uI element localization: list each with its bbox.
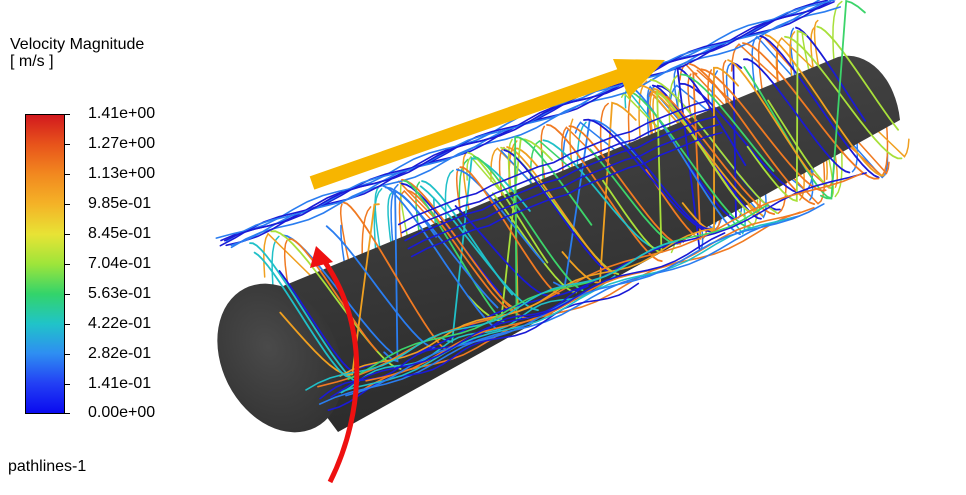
pathline — [629, 146, 712, 230]
object-label: pathlines-1 — [8, 458, 87, 475]
pathline — [561, 101, 637, 284]
pathline — [347, 203, 769, 380]
colorbar-label-2: 1.13e+00 — [88, 165, 156, 182]
pathline — [327, 282, 640, 411]
colorbar-tick — [65, 324, 70, 325]
colorbar-label-3: 9.85e-01 — [88, 195, 152, 212]
pathline — [365, 206, 815, 382]
pathline — [506, 146, 616, 275]
rotation-direction-arrow — [310, 246, 360, 484]
pathline — [406, 189, 514, 312]
colorbar-label-10: 0.00e+00 — [88, 404, 156, 421]
pathline — [730, 43, 889, 178]
pathline — [473, 155, 584, 292]
pathline — [253, 251, 350, 378]
pathline — [305, 240, 679, 391]
pathline — [403, 179, 506, 324]
colorbar-tick — [65, 294, 70, 295]
colorbar-tick — [65, 174, 70, 175]
colorbar-tick — [65, 413, 70, 414]
legend-title: Velocity Magnitude — [10, 36, 145, 53]
colorbar-tick — [65, 264, 70, 265]
pathline — [454, 205, 550, 297]
pathline — [279, 203, 380, 376]
pathline — [384, 186, 499, 309]
pathline — [503, 149, 612, 274]
colorbar-label-9: 1.41e-01 — [88, 375, 152, 392]
pathline — [337, 217, 794, 394]
pathline — [700, 68, 827, 192]
pathline — [649, 79, 779, 215]
pathline — [343, 201, 449, 351]
flow-direction-arrow — [309, 59, 665, 190]
colorbar-label-6: 5.63e-01 — [88, 285, 152, 302]
colorbar-tick — [65, 204, 70, 205]
pathline — [249, 242, 359, 384]
colorbar-tick — [65, 384, 70, 385]
cylinder — [217, 55, 900, 433]
pathline — [514, 136, 593, 321]
colorbar — [25, 114, 65, 414]
pathline — [820, 0, 866, 200]
pathline — [410, 131, 723, 258]
pathline — [757, 34, 890, 175]
pathline — [318, 215, 800, 405]
colorbar-tick — [65, 144, 70, 145]
colorbar-label-5: 7.04e-01 — [88, 255, 152, 272]
pathline — [419, 185, 539, 311]
legend-unit: [ m/s ] — [10, 53, 54, 70]
pathline — [784, 35, 903, 160]
pathline — [224, 1, 835, 242]
colorbar-label-1: 1.27e+00 — [88, 135, 156, 152]
pathline — [764, 34, 885, 177]
pathline — [230, 6, 841, 249]
pathline — [407, 123, 720, 250]
pathline — [795, 26, 867, 122]
pathline — [583, 118, 712, 233]
pathline — [568, 125, 682, 245]
colorbar-tick — [65, 234, 70, 235]
pathline — [742, 42, 880, 180]
pathline — [680, 73, 775, 172]
colorbar-tick — [65, 114, 70, 115]
pathline — [676, 67, 747, 252]
pathline — [679, 82, 804, 194]
pathline — [345, 203, 825, 397]
pathlines-front — [249, 0, 903, 411]
pathline — [589, 148, 679, 245]
pathline — [666, 95, 776, 215]
pathline — [655, 92, 753, 213]
pathline — [542, 139, 659, 250]
colorbar-label-7: 4.22e-01 — [88, 315, 152, 332]
colorbar-label-0: 1.41e+00 — [88, 105, 156, 122]
pathline — [339, 227, 715, 377]
pathline — [816, 25, 899, 131]
pathline — [746, 29, 808, 203]
pathline — [398, 99, 710, 226]
pathline — [404, 115, 716, 242]
colorbar-label-4: 8.45e-01 — [88, 225, 152, 242]
pathline — [759, 35, 880, 179]
pathline — [401, 107, 713, 234]
pathline — [330, 232, 726, 398]
colorbar-label-8: 2.82e-01 — [88, 345, 152, 362]
pathline — [727, 59, 813, 177]
pathline — [288, 238, 378, 352]
pathline — [278, 270, 356, 373]
pathline — [325, 225, 436, 350]
colorbar-tick — [65, 354, 70, 355]
pathline — [743, 58, 851, 174]
pathline — [459, 166, 561, 295]
